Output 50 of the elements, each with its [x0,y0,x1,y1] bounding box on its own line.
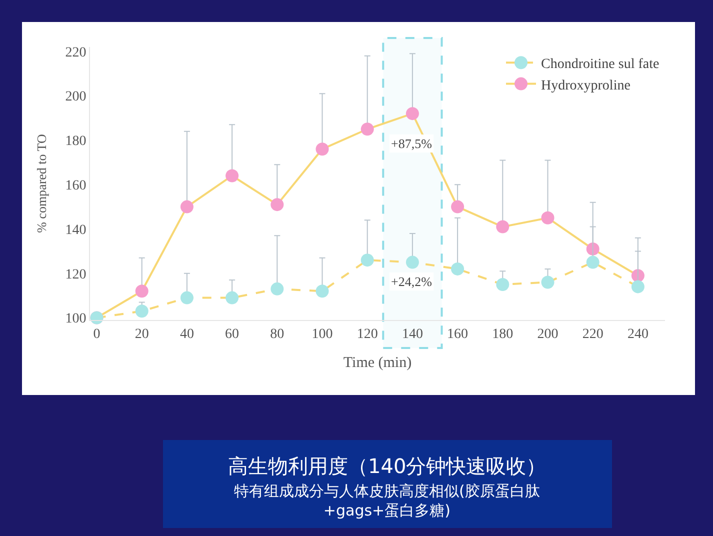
point [496,278,510,291]
x-tick-label: 180 [492,326,514,342]
point [360,254,374,267]
y-axis-title: % compared to TO [34,134,50,233]
x-tick-label: 160 [447,326,468,342]
x-tick-label: 240 [627,326,648,342]
legend-label: Chondroitine sul fate [541,57,660,72]
x-tick-label: 140 [402,326,423,342]
point [541,211,554,224]
annotation: +24,2% [391,274,432,289]
point [135,284,148,298]
point [496,220,510,234]
point [451,200,464,214]
point [631,280,644,294]
x-tick-label: 80 [270,326,284,342]
point [316,284,329,298]
point [180,291,194,304]
y-tick-label: 220 [65,45,86,60]
x-tick-label: 200 [537,326,558,342]
x-axis-title: Time (min) [343,354,412,371]
legend-label: Hydroxyproline [541,78,630,94]
point [270,282,284,296]
y-tick-label: 180 [65,134,86,150]
point [135,304,148,318]
point [541,276,554,289]
x-tick-label: 0 [93,326,100,342]
y-tick-label: 100 [65,312,86,327]
text: 特有组成成分与人体皮肤高度相似(胶原蛋白肽 +gags+蛋白多糖) [234,482,540,520]
y-tick-label: 160 [65,178,86,194]
x-tick-label: 220 [582,326,604,342]
point [226,291,239,304]
x-tick-label: 120 [356,326,378,342]
text: 高生物利用度（140分钟快速吸收） [228,454,546,478]
point [451,262,464,276]
y-tick-label: 140 [65,222,86,238]
point [406,256,419,269]
point [270,198,284,212]
point [586,256,600,269]
x-tick-label: 60 [225,326,240,342]
y-tick-label: 200 [65,90,86,105]
point [316,142,329,156]
point [180,200,194,214]
x-tick-label: 20 [134,326,149,342]
point [360,122,374,136]
y-tick-label: 120 [65,267,86,282]
point [226,169,239,182]
point [406,107,419,120]
annotation: +87,5% [391,136,432,151]
x-tick-label: 100 [312,326,333,342]
x-tick-label: 40 [180,326,194,342]
